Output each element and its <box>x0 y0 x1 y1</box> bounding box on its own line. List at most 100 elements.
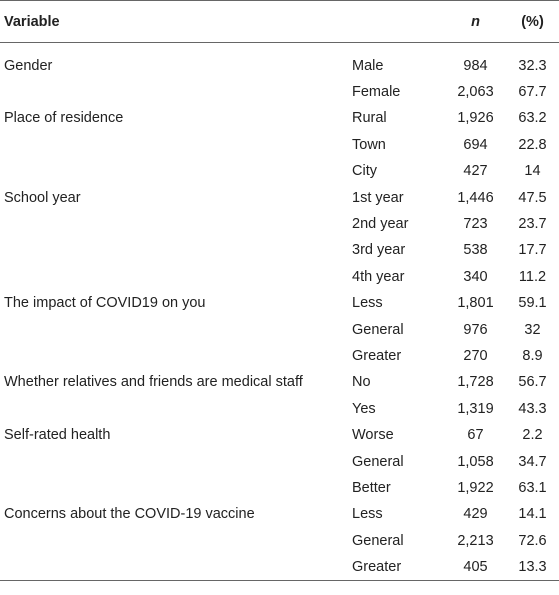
percent-cell: 32 <box>524 321 541 338</box>
header-percent: (%) <box>506 0 559 43</box>
table-row: 4th year 340 11.2 <box>0 264 559 290</box>
variable-cell <box>0 553 344 581</box>
table-row: General 976 32 <box>0 316 559 342</box>
percent-cell: 8.9 <box>522 347 543 364</box>
header-row: Variable n (%) <box>0 0 559 43</box>
table-row: Self-rated health Worse 67 2.2 <box>0 422 559 448</box>
category-cell: Worse <box>352 427 394 444</box>
table-row: Concerns about the COVID-19 vaccine Less 4… <box>0 501 559 527</box>
category-cell: Greater <box>344 553 445 581</box>
n-cell: 340 <box>463 268 488 285</box>
percent-cell: 67.7 <box>518 84 547 101</box>
variable-cell: Gender <box>4 57 53 74</box>
percent-cell: 43.3 <box>518 400 547 417</box>
percent-cell: 63.1 <box>518 479 547 496</box>
n-cell: 2,213 <box>457 532 494 549</box>
category-cell: No <box>352 374 371 391</box>
category-cell: 3rd year <box>352 242 406 259</box>
percent-cell: 23.7 <box>518 216 547 233</box>
category-cell: General <box>352 532 404 549</box>
variable-cell <box>0 264 344 290</box>
table-body: Gender Male 984 32.3 Female 2,063 67.7 Place of… <box>0 43 559 581</box>
table-row: Greater 405 13.3 <box>0 553 559 581</box>
percent-cell: 13.3 <box>506 553 559 581</box>
n-cell: 1,801 <box>457 295 494 312</box>
n-cell: 1,926 <box>457 110 494 127</box>
table-row: City 427 14 <box>0 158 559 184</box>
table-row: Whether relatives and friends are medica… <box>0 369 559 395</box>
percent-cell: 32.3 <box>518 57 547 74</box>
variable-cell <box>0 237 344 263</box>
table-row: Greater 270 8.9 <box>0 343 559 369</box>
variable-cell <box>0 448 344 474</box>
header-variable: Variable <box>0 0 344 43</box>
variable-cell <box>0 132 344 158</box>
category-cell: Better <box>352 479 391 496</box>
variable-cell <box>0 396 344 422</box>
table-header: Variable n (%) <box>0 0 559 43</box>
percent-cell: 14.1 <box>518 506 547 523</box>
n-cell: 1,728 <box>457 374 494 391</box>
percent-cell: 14 <box>524 163 541 180</box>
demographics-table: Variable n (%) Gender Male 984 32.3 Female 2,… <box>0 0 559 581</box>
n-cell: 270 <box>463 347 488 364</box>
category-cell: Greater <box>352 347 402 364</box>
table-row: 2nd year 723 23.7 <box>0 211 559 237</box>
n-cell: 429 <box>463 506 488 523</box>
table-row: Gender Male 984 32.3 <box>0 53 559 79</box>
variable-cell: School year <box>4 189 81 206</box>
category-cell: Rural <box>352 110 387 127</box>
variable-cell <box>0 528 344 554</box>
percent-cell: 59.1 <box>518 295 547 312</box>
category-cell: 1st year <box>352 189 404 206</box>
table-row: General 2,213 72.6 <box>0 528 559 554</box>
table-row: 3rd year 538 17.7 <box>0 237 559 263</box>
category-cell: 4th year <box>352 268 405 285</box>
variable-cell <box>0 475 344 501</box>
variable-cell: Whether relatives and friends are medica… <box>4 374 303 391</box>
table-row: Yes 1,319 43.3 <box>0 396 559 422</box>
n-cell: 427 <box>463 163 488 180</box>
table-row: Place of residence Rural 1,926 63.2 <box>0 105 559 131</box>
category-cell: Less <box>352 295 383 312</box>
variable-cell <box>0 316 344 342</box>
n-cell: 694 <box>463 136 488 153</box>
category-cell: City <box>352 163 377 180</box>
category-cell: Town <box>352 136 386 153</box>
percent-cell: 17.7 <box>518 242 547 259</box>
n-cell: 1,058 <box>457 453 494 470</box>
percent-cell: 34.7 <box>518 453 547 470</box>
n-cell: 723 <box>463 216 488 233</box>
variable-cell <box>0 79 344 105</box>
spacer-row <box>0 43 559 53</box>
variable-cell <box>0 158 344 184</box>
n-cell: 1,922 <box>457 479 494 496</box>
n-cell: 538 <box>463 242 488 259</box>
percent-cell: 47.5 <box>518 189 547 206</box>
percent-cell: 11.2 <box>518 268 547 285</box>
n-cell: 976 <box>463 321 488 338</box>
n-cell: 67 <box>467 427 484 444</box>
category-cell: Less <box>352 506 383 523</box>
variable-cell: Self-rated health <box>4 427 111 444</box>
category-cell: General <box>352 321 404 338</box>
variable-cell: Place of residence <box>4 110 124 127</box>
category-cell: General <box>352 453 404 470</box>
n-cell: 2,063 <box>457 84 494 101</box>
header-n: n <box>445 0 506 43</box>
category-cell: Female <box>352 84 401 101</box>
n-cell: 1,319 <box>457 400 494 417</box>
category-cell: Yes <box>352 400 376 417</box>
percent-cell: 72.6 <box>518 532 547 549</box>
table-row: Better 1,922 63.1 <box>0 475 559 501</box>
n-cell: 984 <box>463 57 488 74</box>
table-row: General 1,058 34.7 <box>0 448 559 474</box>
percent-cell: 2.2 <box>522 427 543 444</box>
table-row: School year 1st year 1,446 47.5 <box>0 184 559 210</box>
percent-cell: 56.7 <box>518 374 547 391</box>
category-cell: Male <box>352 57 384 74</box>
percent-cell: 63.2 <box>518 110 547 127</box>
variable-cell <box>0 211 344 237</box>
percent-cell: 22.8 <box>518 136 547 153</box>
table-row: The impact of COVID19 on you Less 1,801 59.… <box>0 290 559 316</box>
